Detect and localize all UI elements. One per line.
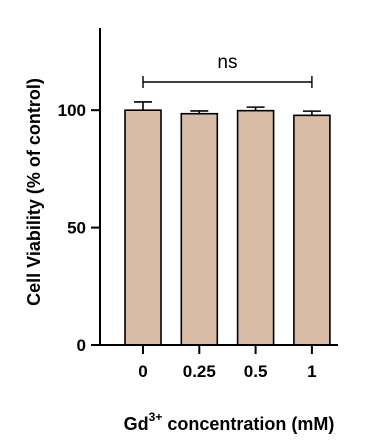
bar-0	[124, 109, 162, 346]
x-tick-label-1: 0.25	[183, 362, 216, 381]
x-axis-title-suffix: concentration (mM)	[162, 414, 334, 434]
x-tick-label-3: 1	[307, 362, 316, 381]
x-tick-label-0: 0	[138, 362, 147, 381]
x-axis-title-prefix: Gd	[124, 414, 149, 434]
y-tick-label-50: 50	[67, 219, 86, 238]
x-axis-title-superscript: 3+	[149, 410, 163, 424]
bar-1	[180, 112, 219, 346]
x-axis-title: Gd3+ concentration (mM)	[124, 410, 335, 434]
y-tick-label-100: 100	[58, 101, 86, 120]
bar-2	[236, 109, 275, 346]
x-tick-label-2: 0.5	[244, 362, 268, 381]
bar-3	[293, 114, 331, 346]
plot-area: 0 50 100 0 0.25 0.5 1 ns	[58, 28, 338, 381]
y-tick-label-0: 0	[77, 336, 86, 355]
y-axis-title: Cell Viability (% of control)	[24, 78, 44, 306]
significance-label: ns	[217, 52, 237, 73]
